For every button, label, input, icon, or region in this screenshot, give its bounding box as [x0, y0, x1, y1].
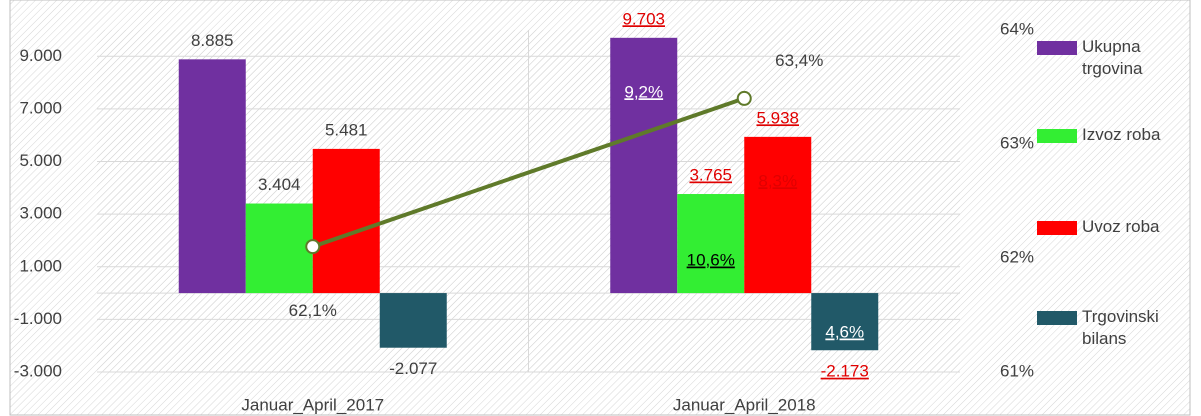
legend-swatch	[1037, 311, 1077, 325]
bar	[379, 293, 447, 348]
bar	[677, 194, 745, 294]
value-label: -2.173	[821, 362, 869, 381]
legend-label: Trgovinski bilans	[1082, 307, 1159, 348]
bar	[245, 203, 313, 294]
legend-entry: Uvoz roba	[1082, 217, 1160, 236]
line-marker	[736, 90, 752, 106]
legend-entry: Ukupna trgovina	[1082, 37, 1143, 78]
bar	[610, 37, 678, 294]
value-label: 9.703	[622, 9, 665, 28]
legend-entry: Izvoz roba	[1082, 125, 1161, 144]
value-label: 5.481	[325, 120, 368, 139]
change-label: 10,6%	[687, 251, 735, 270]
line-value-label: 63,4%	[775, 51, 823, 70]
y-tick-label: 1.000	[19, 256, 62, 275]
y-tick-label: 9.000	[19, 46, 62, 65]
bar	[811, 293, 879, 351]
line	[312, 96, 745, 249]
value-label: 3.765	[689, 166, 732, 185]
change-label: 9,2%	[624, 82, 663, 101]
change-label: 8,3%	[758, 171, 797, 190]
legend-label: Ukupna trgovina	[1082, 37, 1143, 78]
x-tick-label: Januar_April_2018	[673, 395, 816, 414]
value-label: 3.404	[258, 175, 301, 194]
change-label: 4,6%	[825, 323, 864, 342]
y-tick-label: 5.000	[19, 151, 62, 170]
bar	[312, 148, 380, 294]
bar	[178, 59, 246, 294]
y2-tick-label: 61%	[1000, 361, 1034, 380]
y-tick-label: 3.000	[19, 204, 62, 223]
value-label: 5.938	[756, 108, 799, 127]
legend-entry: Trgovinski bilans	[1082, 307, 1159, 348]
line-marker	[305, 239, 321, 255]
value-label: -2.077	[389, 359, 437, 378]
legend-label: Izvoz roba	[1082, 125, 1161, 144]
y-tick-label: -3.000	[14, 361, 62, 380]
bar	[744, 136, 812, 294]
legend-swatch	[1037, 221, 1077, 235]
y2-tick-label: 62%	[1000, 247, 1034, 266]
y2-tick-label: 63%	[1000, 133, 1034, 152]
y-tick-label: -1.000	[14, 309, 62, 328]
y-tick-label: 7.000	[19, 98, 62, 117]
x-tick-label: Januar_April_2017	[241, 395, 384, 414]
y2-tick-label: 64%	[1000, 19, 1034, 38]
legend-swatch	[1037, 129, 1077, 143]
legend-label: Uvoz roba	[1082, 217, 1160, 236]
legend-swatch	[1037, 41, 1077, 55]
line-value-label: 62,1%	[289, 301, 337, 320]
value-label: 8.885	[191, 31, 234, 50]
